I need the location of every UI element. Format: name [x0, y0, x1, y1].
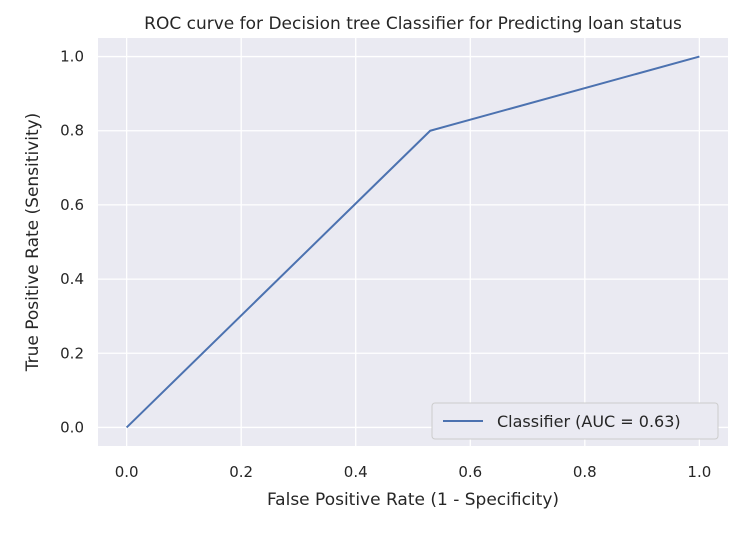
plot-area — [98, 38, 728, 446]
y-tick-label: 0.4 — [60, 270, 84, 288]
y-tick-label: 0.8 — [60, 122, 84, 140]
tick-labels: 0.0 0.2 0.4 0.6 0.8 1.0 0.0 0.2 0.4 0.6 0.8 1.0 — [60, 48, 711, 481]
chart-title: ROC curve for Decision tree Classifier f… — [144, 14, 682, 34]
y-tick-label: 0.2 — [60, 344, 84, 362]
roc-curve-line — [125, 55, 700, 429]
x-tick-label: 0.8 — [573, 463, 597, 481]
legend-box — [431, 402, 719, 440]
x-tick-label: 1.0 — [687, 463, 711, 481]
y-tick-label: 1.0 — [60, 48, 84, 66]
y-tick-label: 0.0 — [60, 418, 84, 436]
x-tick-label: 0.2 — [229, 463, 253, 481]
grid-lines — [98, 38, 728, 446]
y-axis-label: True Positive Rate (Sensitivity) — [23, 113, 43, 373]
x-tick-label: 0.0 — [115, 463, 139, 481]
x-tick-label: 0.4 — [344, 463, 368, 481]
x-tick-label: 0.6 — [458, 463, 482, 481]
series-layer — [125, 55, 700, 429]
x-axis-label: False Positive Rate (1 - Specificity) — [267, 490, 559, 510]
legend-label: Classifier (AUC = 0.63) — [497, 412, 681, 431]
y-tick-label: 0.6 — [60, 196, 84, 214]
legend: Classifier (AUC = 0.63) — [431, 402, 719, 440]
